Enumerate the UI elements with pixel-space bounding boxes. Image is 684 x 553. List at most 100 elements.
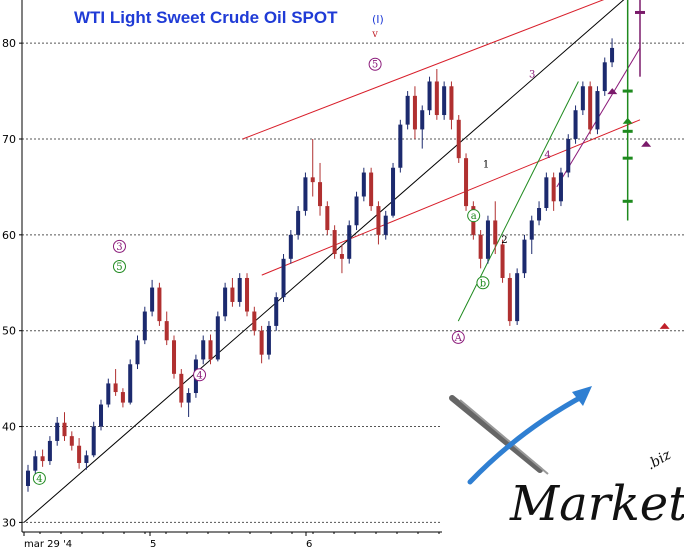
- candle-body: [55, 422, 60, 441]
- candle-body: [442, 86, 447, 116]
- logo-text: Market: [509, 476, 684, 532]
- candle-body: [354, 196, 359, 226]
- wave-label: v: [371, 29, 378, 40]
- wave-label-circle: [193, 368, 207, 382]
- candle-body: [201, 340, 206, 360]
- candle-body: [230, 287, 235, 302]
- logo-gray-highlight: [459, 399, 549, 475]
- candle-body: [493, 220, 498, 245]
- candle-body: [318, 182, 323, 207]
- wave-label: 5: [116, 262, 122, 273]
- candle-body: [369, 172, 374, 207]
- y-axis: 30 40 50 60 70 80: [2, 0, 23, 532]
- candle-body: [566, 138, 571, 173]
- candle-body: [135, 340, 140, 365]
- candle-body: [106, 383, 111, 405]
- candle-body: [398, 124, 403, 168]
- y-tick-label: 80: [2, 37, 16, 50]
- target-marker-icon: [622, 117, 633, 124]
- candle-body: [40, 456, 45, 462]
- candle-body: [120, 392, 125, 403]
- candle-body: [602, 62, 607, 92]
- candle-body: [391, 167, 396, 216]
- target-marker-icon: [607, 88, 618, 95]
- candle-body: [383, 215, 388, 235]
- candle-body: [47, 440, 52, 462]
- wave-labels: 4 5 3 4 5 v Aa b 1 2 3 4: [32, 29, 551, 485]
- candle-body: [339, 254, 344, 259]
- candle-body: [522, 239, 527, 274]
- candle-body: [427, 81, 432, 111]
- candle-body: [405, 95, 410, 125]
- wave-label-circle: [112, 259, 126, 273]
- candle-body: [84, 455, 89, 463]
- wave-label: 4: [544, 150, 550, 161]
- y-tick-label: 50: [2, 325, 16, 338]
- wave-label: 1: [483, 159, 489, 170]
- candle-body: [507, 277, 512, 322]
- candle-body: [420, 110, 425, 130]
- wave-label-circle: [368, 57, 382, 71]
- x-tick-label: 5: [150, 539, 156, 550]
- wave-label: A: [454, 333, 463, 344]
- candle-body: [588, 86, 593, 130]
- chart-title: WTI Light Sweet Crude Oil SPOT: [74, 8, 338, 27]
- y-tick-label: 30: [2, 516, 16, 529]
- x-tick-label: mar 29 '4: [24, 539, 72, 550]
- wave-label: b: [480, 278, 486, 289]
- candle-body: [478, 234, 483, 259]
- candle-body: [595, 91, 600, 130]
- candle-body: [310, 177, 315, 183]
- candle-body: [150, 287, 155, 312]
- candle-body: [361, 172, 366, 197]
- wave-label-circle: [451, 330, 465, 344]
- candle-body: [69, 436, 74, 446]
- candle-body: [485, 220, 490, 259]
- candle-body: [610, 47, 615, 63]
- wave-label: 3: [529, 69, 535, 80]
- candle-body: [456, 119, 461, 159]
- trendline-long-trend: [23, 0, 625, 523]
- logo-blue-arrow-icon: [467, 392, 588, 485]
- candle-body: [128, 364, 133, 403]
- target-marker-icon: [641, 140, 652, 147]
- candle-body: [347, 225, 352, 259]
- trendline-lower: [261, 119, 641, 276]
- candle-body: [449, 86, 454, 120]
- logo-gray-stroke: [449, 395, 543, 473]
- candle-body: [172, 340, 177, 374]
- candle-body: [515, 273, 520, 322]
- candle-body: [529, 220, 534, 240]
- candle-body: [113, 383, 118, 393]
- candle-body: [98, 404, 104, 427]
- candle-body: [237, 277, 242, 302]
- candle-body: [325, 206, 330, 231]
- wave-label-circle: [467, 209, 481, 223]
- candle-body: [558, 172, 563, 202]
- candle-body: [288, 234, 293, 259]
- candles: [25, 38, 615, 492]
- candle-body: [91, 426, 96, 456]
- candle-body: [376, 206, 381, 235]
- wave-label: 5: [372, 60, 378, 71]
- candle-body: [434, 81, 439, 116]
- candle-body: [412, 95, 417, 130]
- y-tick-label: 60: [2, 229, 16, 242]
- candle-body: [500, 244, 505, 278]
- candle-body: [215, 316, 220, 360]
- candle-body: [266, 325, 271, 355]
- candle-body: [77, 445, 82, 463]
- chart-title-suffix: (I): [372, 13, 384, 26]
- wave-label-circle: [112, 239, 126, 253]
- trend-lines: [23, 0, 641, 523]
- candle-body: [573, 110, 578, 139]
- candle-body: [464, 158, 469, 207]
- candle-body: [259, 330, 264, 355]
- candle-body: [551, 177, 556, 202]
- candle-body: [186, 393, 191, 403]
- candle-body: [33, 456, 38, 471]
- candle-body: [281, 258, 286, 298]
- wave-label: 2: [501, 235, 507, 246]
- wave-label-circle: [476, 276, 490, 290]
